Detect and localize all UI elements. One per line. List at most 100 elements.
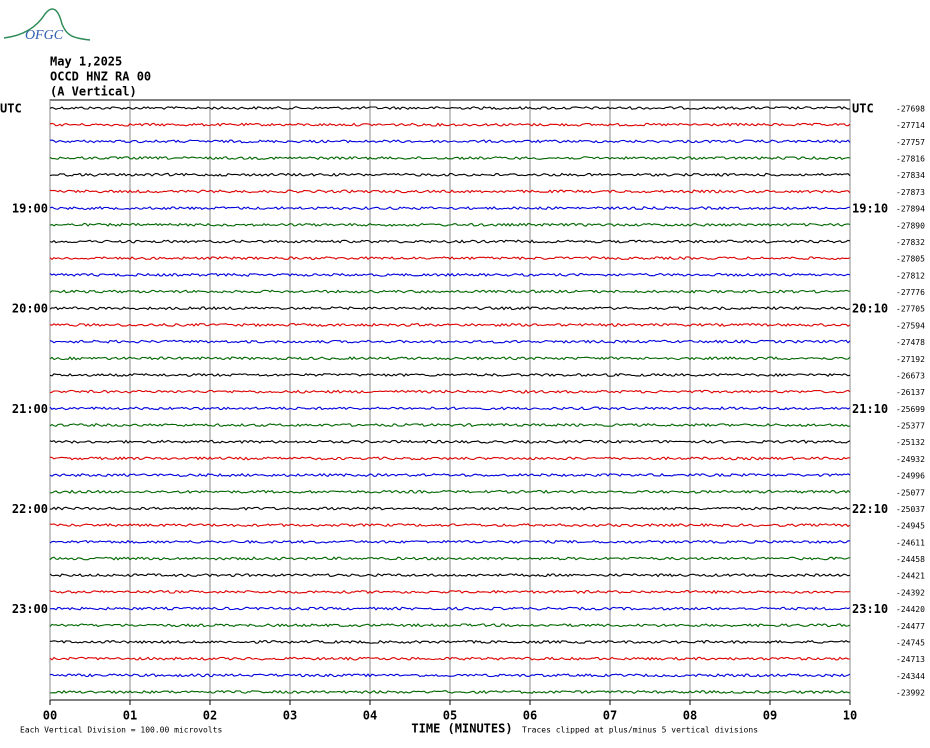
trace bbox=[49, 172, 851, 177]
right-time-label: 22:10 bbox=[852, 502, 888, 516]
trace bbox=[49, 239, 851, 244]
x-tick-label: 08 bbox=[683, 709, 697, 723]
date: May 1,2025 bbox=[50, 55, 122, 69]
trace bbox=[49, 306, 851, 311]
trace bbox=[49, 406, 851, 411]
trace-offset: -24344 bbox=[896, 672, 925, 681]
x-tick-label: 05 bbox=[443, 709, 457, 723]
station: OCCD HNZ RA 00 bbox=[50, 70, 151, 84]
trace-offset: -24458 bbox=[896, 555, 925, 564]
scale-note: Each Vertical Division = 100.00 microvol… bbox=[20, 726, 222, 735]
trace-offset: -25132 bbox=[896, 438, 925, 447]
right-time-label: 21:10 bbox=[852, 402, 888, 416]
trace-offset: -24945 bbox=[896, 522, 925, 531]
component: (A Vertical) bbox=[50, 85, 137, 99]
trace bbox=[49, 539, 851, 544]
trace bbox=[49, 556, 851, 561]
trace-offset: -26673 bbox=[896, 371, 925, 380]
right-time-label: UTC bbox=[852, 102, 874, 116]
trace bbox=[49, 322, 851, 328]
x-tick-label: 10 bbox=[843, 709, 857, 723]
trace-offset: -27816 bbox=[896, 155, 925, 164]
left-time-label: 20:00 bbox=[12, 302, 48, 316]
trace bbox=[49, 122, 851, 127]
x-tick-label: 02 bbox=[203, 709, 217, 723]
trace-offset: -24932 bbox=[896, 455, 925, 464]
trace bbox=[49, 272, 851, 277]
trace bbox=[49, 456, 850, 461]
trace-offset: -27478 bbox=[896, 338, 925, 347]
right-time-label: 23:10 bbox=[852, 602, 888, 616]
trace-offset: -23992 bbox=[896, 689, 925, 698]
trace bbox=[49, 389, 851, 394]
trace-offset: -26137 bbox=[896, 388, 925, 397]
trace bbox=[49, 422, 851, 428]
x-tick-label: 01 bbox=[123, 709, 137, 723]
trace-offset: -27890 bbox=[896, 221, 925, 230]
trace bbox=[49, 589, 851, 595]
trace-offset: -24996 bbox=[896, 472, 925, 481]
x-tick-label: 06 bbox=[523, 709, 537, 723]
trace-offset: -27834 bbox=[896, 171, 925, 180]
x-tick-label: 09 bbox=[763, 709, 777, 723]
trace bbox=[49, 673, 851, 678]
trace-offset: -25377 bbox=[896, 422, 925, 431]
trace-offset: -25037 bbox=[896, 505, 925, 514]
x-tick-label: 00 bbox=[43, 709, 57, 723]
trace-offset: -27594 bbox=[896, 321, 925, 330]
trace-offset: -25077 bbox=[896, 488, 925, 497]
x-tick-label: 07 bbox=[603, 709, 617, 723]
trace-offset: -24421 bbox=[896, 572, 925, 581]
trace-offset: -27805 bbox=[896, 255, 925, 264]
trace-offset: -27705 bbox=[896, 305, 925, 314]
trace bbox=[49, 222, 851, 227]
trace bbox=[49, 523, 851, 528]
trace-offset: -27873 bbox=[896, 188, 925, 197]
trace bbox=[49, 623, 851, 628]
right-time-label: 19:10 bbox=[852, 202, 888, 216]
trace-offset: -27714 bbox=[896, 121, 925, 130]
trace-offset: -25699 bbox=[896, 405, 925, 414]
trace bbox=[49, 689, 851, 695]
left-time-label: 19:00 bbox=[12, 202, 48, 216]
right-time-label: 20:10 bbox=[852, 302, 888, 316]
trace bbox=[49, 372, 851, 378]
x-axis-label: TIME (MINUTES) bbox=[411, 722, 512, 736]
trace bbox=[49, 639, 851, 645]
left-time-label: 22:00 bbox=[12, 502, 48, 516]
clip-note: Traces clipped at plus/minus 5 vertical … bbox=[522, 726, 758, 735]
trace bbox=[49, 339, 851, 344]
trace bbox=[49, 256, 851, 261]
trace-offset: -27812 bbox=[896, 271, 925, 280]
x-tick-label: 03 bbox=[283, 709, 297, 723]
trace-offset: -27698 bbox=[896, 105, 925, 114]
trace-offset: -24477 bbox=[896, 622, 925, 631]
trace-offset: -24392 bbox=[896, 588, 925, 597]
trace-offset: -27757 bbox=[896, 138, 925, 147]
logo-text: OFGC bbox=[25, 28, 64, 43]
left-time-label: 21:00 bbox=[12, 402, 48, 416]
trace-offset: -24745 bbox=[896, 638, 925, 647]
trace bbox=[49, 489, 851, 494]
trace-offset: -24713 bbox=[896, 655, 925, 664]
trace bbox=[49, 189, 851, 194]
trace bbox=[49, 656, 851, 661]
trace bbox=[49, 473, 851, 478]
trace-offset: -27776 bbox=[896, 288, 925, 297]
trace-offset: -24420 bbox=[896, 605, 925, 614]
trace-offset: -27192 bbox=[896, 355, 925, 364]
trace-offset: -27832 bbox=[896, 238, 925, 247]
trace bbox=[49, 139, 851, 144]
logo-curve bbox=[3, 8, 91, 41]
trace-offset: -24611 bbox=[896, 538, 925, 547]
trace bbox=[49, 206, 851, 211]
trace bbox=[49, 105, 851, 111]
trace bbox=[49, 439, 851, 444]
trace bbox=[50, 506, 851, 511]
trace bbox=[49, 155, 851, 161]
x-tick-label: 04 bbox=[363, 709, 377, 723]
trace bbox=[49, 606, 851, 611]
trace bbox=[49, 356, 851, 361]
trace bbox=[49, 289, 851, 294]
